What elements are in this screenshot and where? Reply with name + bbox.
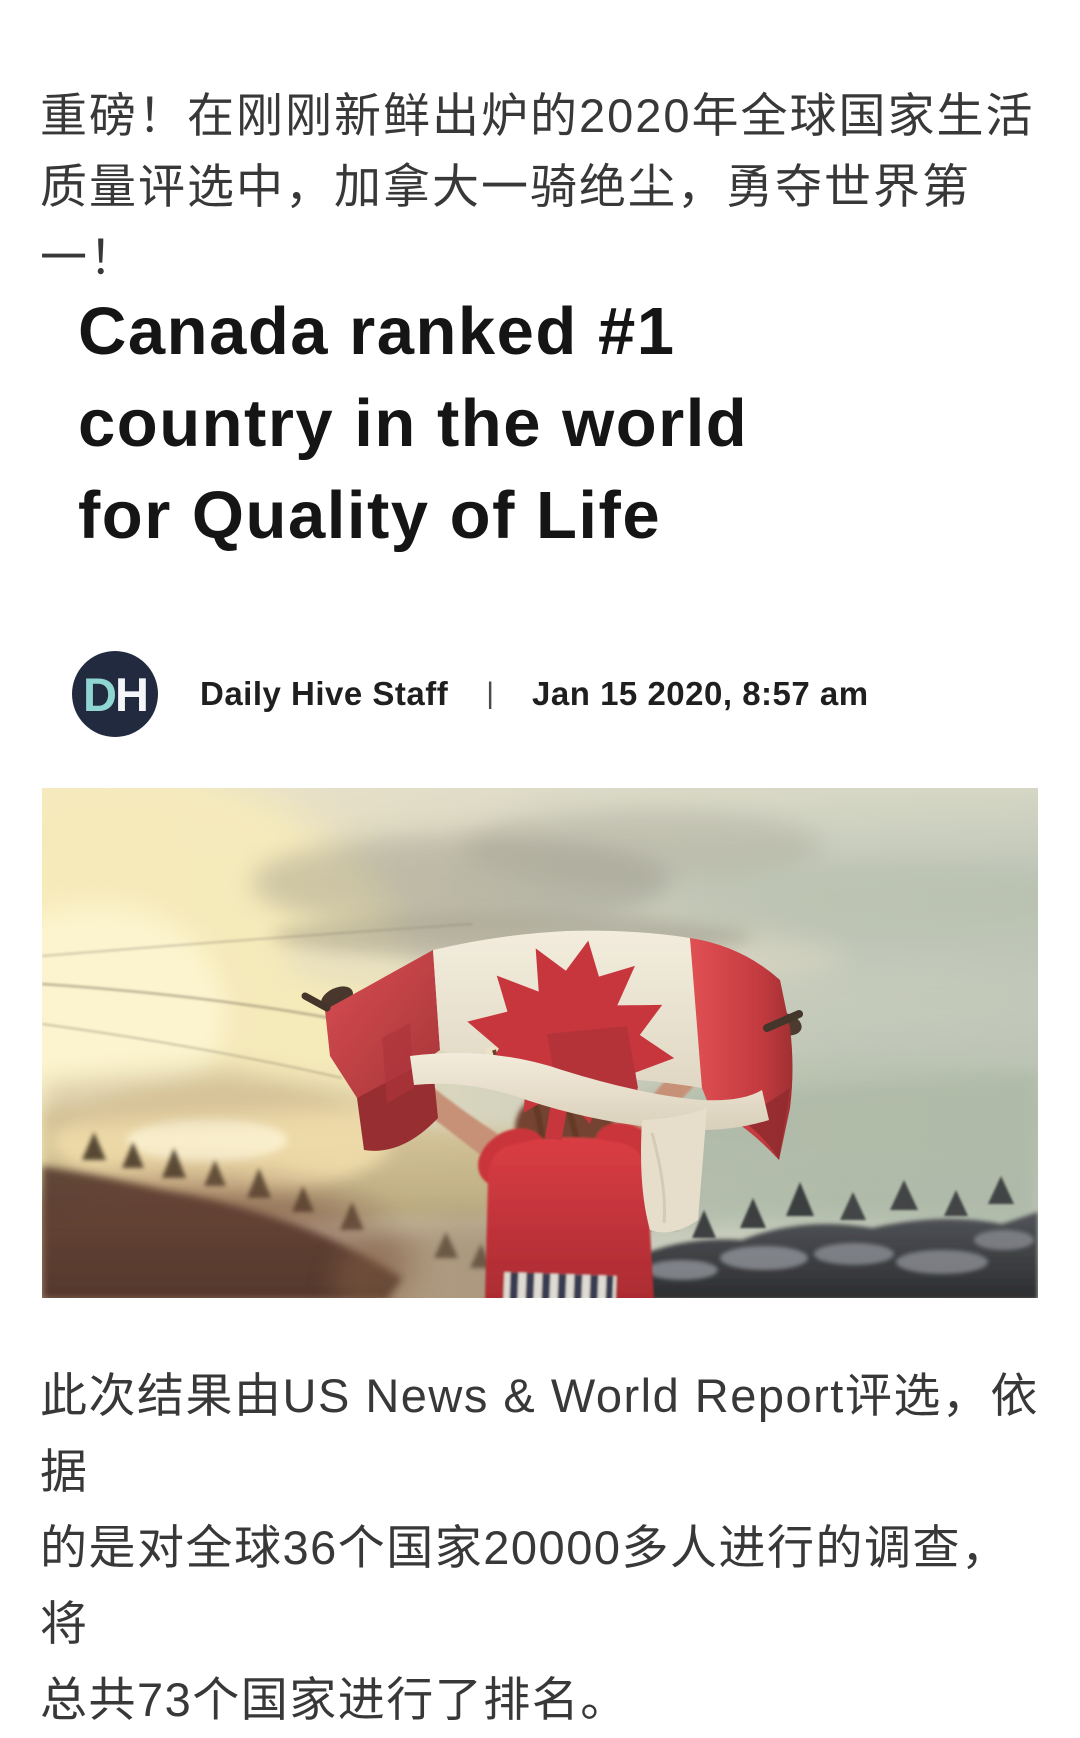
snow-patch — [896, 1250, 988, 1274]
headline-line-1: Canada ranked #1 — [78, 294, 676, 369]
body-line-2: 的是对全球36个国家20000多人进行的调查，将 — [40, 1521, 1010, 1650]
photo-canvas — [42, 788, 1038, 1298]
byline-separator: | — [486, 677, 495, 710]
body-line-1: 此次结果由US News & World Report评选，依据 — [40, 1369, 1039, 1498]
logo-letter-d: D — [83, 667, 117, 721]
flag-white-tail — [641, 1108, 707, 1233]
warm-tint — [42, 788, 1038, 1298]
snow-patch — [814, 1243, 894, 1265]
canadian-flag — [301, 930, 803, 1233]
power-line — [42, 923, 473, 957]
snow-patch — [646, 1260, 718, 1280]
intro-line-2: 质量评选中，加拿大一骑绝尘，勇夺世界第一！ — [40, 160, 971, 284]
intro-line-1: 重磅！在刚刚新鲜出炉的2020年全球国家生活 — [40, 89, 1035, 142]
flag-white-fold — [410, 1053, 769, 1131]
intro-paragraph: 重磅！在刚刚新鲜出炉的2020年全球国家生活 质量评选中，加拿大一骑绝尘，勇夺世… — [40, 80, 1044, 293]
headline-line-3: for Quality of Life — [78, 478, 662, 553]
striped-skirt — [503, 1272, 617, 1298]
article-headline: Canada ranked #1 country in the world fo… — [78, 286, 1018, 562]
logo-letter-h: H — [115, 667, 149, 721]
headline-line-2: country in the world — [78, 386, 749, 461]
article-photo[interactable] — [42, 788, 1038, 1298]
body-paragraph: 此次结果由US News & World Report评选，依据 的是对全球36… — [40, 1358, 1044, 1738]
tshirt — [485, 1137, 654, 1298]
sun-core — [42, 903, 227, 1123]
power-line — [42, 1023, 343, 1079]
byline-author: Daily Hive Staff — [200, 675, 449, 712]
flag-edge-grip — [301, 992, 331, 1012]
forest-left — [42, 1132, 592, 1298]
snow-patch — [720, 1246, 808, 1270]
snow-patch — [974, 1230, 1034, 1250]
byline-date: Jan 15 2020, 8:57 am — [532, 675, 869, 712]
flag-edge-grip — [763, 1010, 803, 1032]
body-line-3: 总共73个国家进行了排名。 — [40, 1673, 629, 1726]
